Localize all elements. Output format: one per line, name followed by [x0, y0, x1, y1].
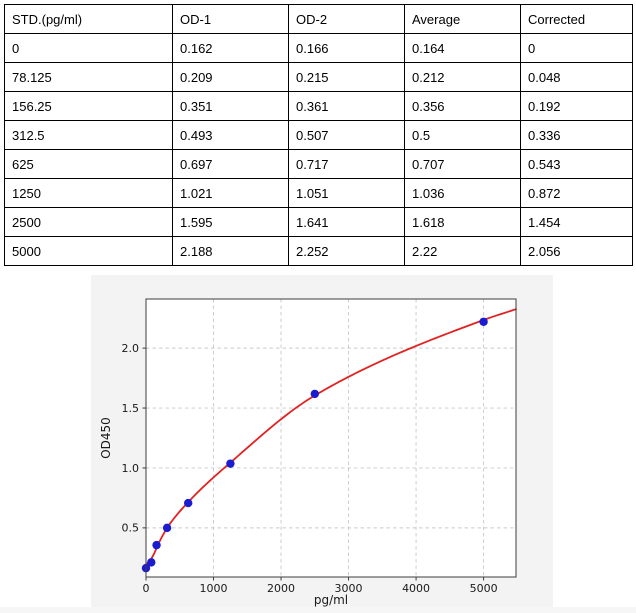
table-cell: 1.454: [520, 207, 633, 237]
standard-curve-figure: 0 1000 2000 3000 4000 5000 0.5 1.0 1.5 2.0 pg/ml OD…: [91, 275, 553, 607]
plot-area: [146, 299, 516, 577]
table-cell: 0.336: [520, 120, 633, 150]
data-point: [183, 498, 193, 508]
x-tick-label: 3000: [335, 582, 363, 595]
table-cell: 2500: [4, 207, 173, 237]
table-cell: 2.252: [288, 236, 405, 266]
y-axis-label: OD450: [99, 417, 113, 459]
table-row: 78.125 0.209 0.215 0.212 0.048: [4, 62, 633, 92]
table-cell: 0.356: [404, 91, 521, 121]
x-axis-label: pg/ml: [314, 593, 348, 607]
table-row: 312.5 0.493 0.507 0.5 0.336: [4, 120, 633, 150]
table-cell: 0: [520, 33, 633, 63]
table-cell: 312.5: [4, 120, 173, 150]
table-cell: 156.25: [4, 91, 173, 121]
table-cell: 0.717: [288, 149, 405, 179]
table-cell: 0.361: [288, 91, 405, 121]
data-point: [479, 317, 488, 326]
data-point: [152, 540, 161, 550]
data-point: [310, 389, 319, 399]
standards-table-body: 0 0.162 0.166 0.164 0 78.125 0.209 0.215 0.212 0.…: [4, 33, 633, 266]
bottom-strip: [0, 607, 636, 613]
column-header: OD-2: [288, 4, 405, 34]
x-tick-label: 2000: [267, 582, 295, 595]
column-header: Corrected: [520, 4, 633, 34]
table-cell: 0.697: [172, 149, 289, 179]
table-cell: 0.048: [520, 62, 633, 92]
table-cell: 5000: [4, 236, 173, 266]
table-cell: 0.166: [288, 33, 405, 63]
standards-table: STD.(pg/ml) OD-1 OD-2 Average Corrected 0 0.1…: [4, 4, 633, 266]
standards-table-header: STD.(pg/ml) OD-1 OD-2 Average Corrected: [4, 4, 633, 34]
table-row: 156.25 0.351 0.361 0.356 0.192: [4, 91, 633, 121]
table-cell: 0.164: [404, 33, 521, 63]
plot-border: [145, 298, 517, 578]
table-row: 5000 2.188 2.252 2.22 2.056: [4, 236, 633, 266]
table-cell: 0.872: [520, 178, 633, 208]
table-cell: 0.215: [288, 62, 405, 92]
y-tick-label: 0.5: [122, 522, 140, 535]
table-cell: 0: [4, 33, 173, 63]
table-header-row: STD.(pg/ml) OD-1 OD-2 Average Corrected: [4, 4, 633, 34]
table-cell: 0.5: [404, 120, 521, 150]
table-cell: 0.493: [172, 120, 289, 150]
table-cell: 0.351: [172, 91, 289, 121]
table-cell: 1250: [4, 178, 173, 208]
table-cell: 1.051: [288, 178, 405, 208]
table-row: 625 0.697 0.717 0.707 0.543: [4, 149, 633, 179]
x-tick-label: 0: [143, 582, 150, 595]
table-cell: 1.595: [172, 207, 289, 237]
table-cell: 2.188: [172, 236, 289, 266]
table-cell: 1.021: [172, 178, 289, 208]
table-cell: 2.056: [520, 236, 633, 266]
table-row: 1250 1.021 1.051 1.036 0.872: [4, 178, 633, 208]
table-cell: 625: [4, 149, 173, 179]
table-cell: 78.125: [4, 62, 173, 92]
data-point: [226, 459, 235, 468]
fit-curve: [145, 308, 517, 566]
table-row: 2500 1.595 1.641 1.618 1.454: [4, 207, 633, 237]
table-cell: 1.618: [404, 207, 521, 237]
table-cell: 0.212: [404, 62, 521, 92]
y-tick-label: 1.5: [122, 402, 140, 415]
table-cell: 0.192: [520, 91, 633, 121]
table-cell: 0.209: [172, 62, 289, 92]
table-cell: 2.22: [404, 236, 521, 266]
table-row: 0 0.162 0.166 0.164 0: [4, 33, 633, 63]
x-tick-label: 5000: [470, 582, 498, 595]
column-header: STD.(pg/ml): [4, 4, 173, 34]
table-cell: 0.162: [172, 33, 289, 63]
x-tick-label: 4000: [402, 582, 430, 595]
column-header: Average: [404, 4, 521, 34]
table-cell: 0.707: [404, 149, 521, 179]
table-cell: 0.543: [520, 149, 633, 179]
data-point: [147, 558, 156, 567]
table-cell: 0.507: [288, 120, 405, 150]
table-cell: 1.036: [404, 178, 521, 208]
table-cell: 1.641: [288, 207, 405, 237]
x-tick-label: 1000: [200, 582, 228, 595]
data-point: [162, 523, 172, 533]
y-tick-label: 2.0: [122, 342, 140, 355]
y-tick-label: 1.0: [122, 462, 140, 475]
standard-curve-chart: 0 1000 2000 3000 4000 5000 0.5 1.0 1.5 2.0 pg/ml OD…: [99, 298, 517, 607]
column-header: OD-1: [172, 4, 289, 34]
